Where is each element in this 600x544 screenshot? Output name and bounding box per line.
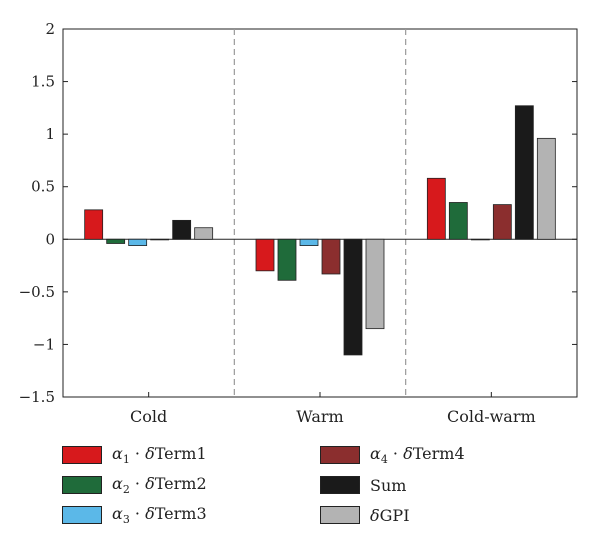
legend-swatch [320, 476, 360, 494]
bar-warm-series-3 [299, 238, 319, 246]
legend-label: α4 · δTerm4 [370, 443, 465, 467]
bar-warm-series-5 [343, 238, 363, 356]
y-axis-ticks: 2 1.5 1 0.5 0 −0.5 −1 −1.5 [19, 20, 577, 406]
legend-swatch [62, 506, 102, 524]
bar-cold-warm-series-1 [426, 177, 446, 240]
y-tick-label: 2 [45, 20, 55, 38]
bar-cold-warm-series-2 [448, 202, 468, 240]
legend-item-6: δGPI [320, 504, 410, 526]
bar-cold-series-4 [150, 238, 170, 241]
bar-warm-series-2 [277, 238, 297, 281]
x-category-label-cold: Cold [130, 407, 167, 426]
y-tick-label: −1 [33, 335, 55, 353]
y-tick-label: 0 [45, 230, 55, 248]
bar-cold-warm-series-5 [514, 105, 534, 240]
legend-swatch [320, 506, 360, 524]
bar-cold-series-1 [84, 209, 104, 240]
legend-label: Sum [370, 475, 407, 495]
bar-cold-series-3 [128, 238, 148, 246]
group-separators [233, 29, 407, 397]
legend-label: α3 · δTerm3 [112, 503, 207, 527]
legend-item-1: α1 · δTerm1 [62, 444, 207, 466]
bar-cold-series-5 [172, 219, 192, 240]
x-axis-categories: Cold Warm Cold-warm [130, 392, 536, 426]
legend-label: α2 · δTerm2 [112, 473, 207, 497]
legend-item-5: Sum [320, 474, 406, 496]
bar-cold-warm-series-3 [470, 238, 490, 241]
legend-label: α1 · δTerm1 [112, 443, 207, 467]
legend-swatch [62, 446, 102, 464]
y-tick-label: −0.5 [19, 283, 55, 301]
x-category-label-warm: Warm [296, 407, 343, 426]
y-tick-label: 1.5 [31, 73, 55, 91]
bar-cold-warm-series-4 [492, 204, 512, 240]
y-tick-label: 1 [45, 125, 55, 143]
bar-cold-warm-series-6 [536, 137, 556, 240]
bar-cold-series-2 [106, 238, 126, 244]
bars [84, 105, 556, 356]
bar-chart: 2 1.5 1 0.5 0 −0.5 −1 −1.5 Cold Warm Cold-warm [19, 20, 578, 426]
legend-swatch [62, 476, 102, 494]
bar-warm-series-4 [321, 238, 341, 275]
legend-item-3: α3 · δTerm3 [62, 504, 207, 526]
legend: α1 · δTerm1 α2 · δTerm2 α3 · δTerm3 α4 · δT… [62, 444, 582, 540]
legend-item-2: α2 · δTerm2 [62, 474, 207, 496]
bar-cold-series-6 [194, 227, 214, 240]
x-category-label-cold-warm: Cold-warm [447, 407, 536, 426]
y-tick-label: −1.5 [19, 388, 55, 406]
bar-warm-series-6 [365, 238, 385, 330]
legend-item-4: α4 · δTerm4 [320, 444, 465, 466]
bar-warm-series-1 [255, 238, 275, 272]
legend-label: δGPI [370, 505, 410, 525]
legend-swatch [320, 446, 360, 464]
y-tick-label: 0.5 [31, 178, 55, 196]
